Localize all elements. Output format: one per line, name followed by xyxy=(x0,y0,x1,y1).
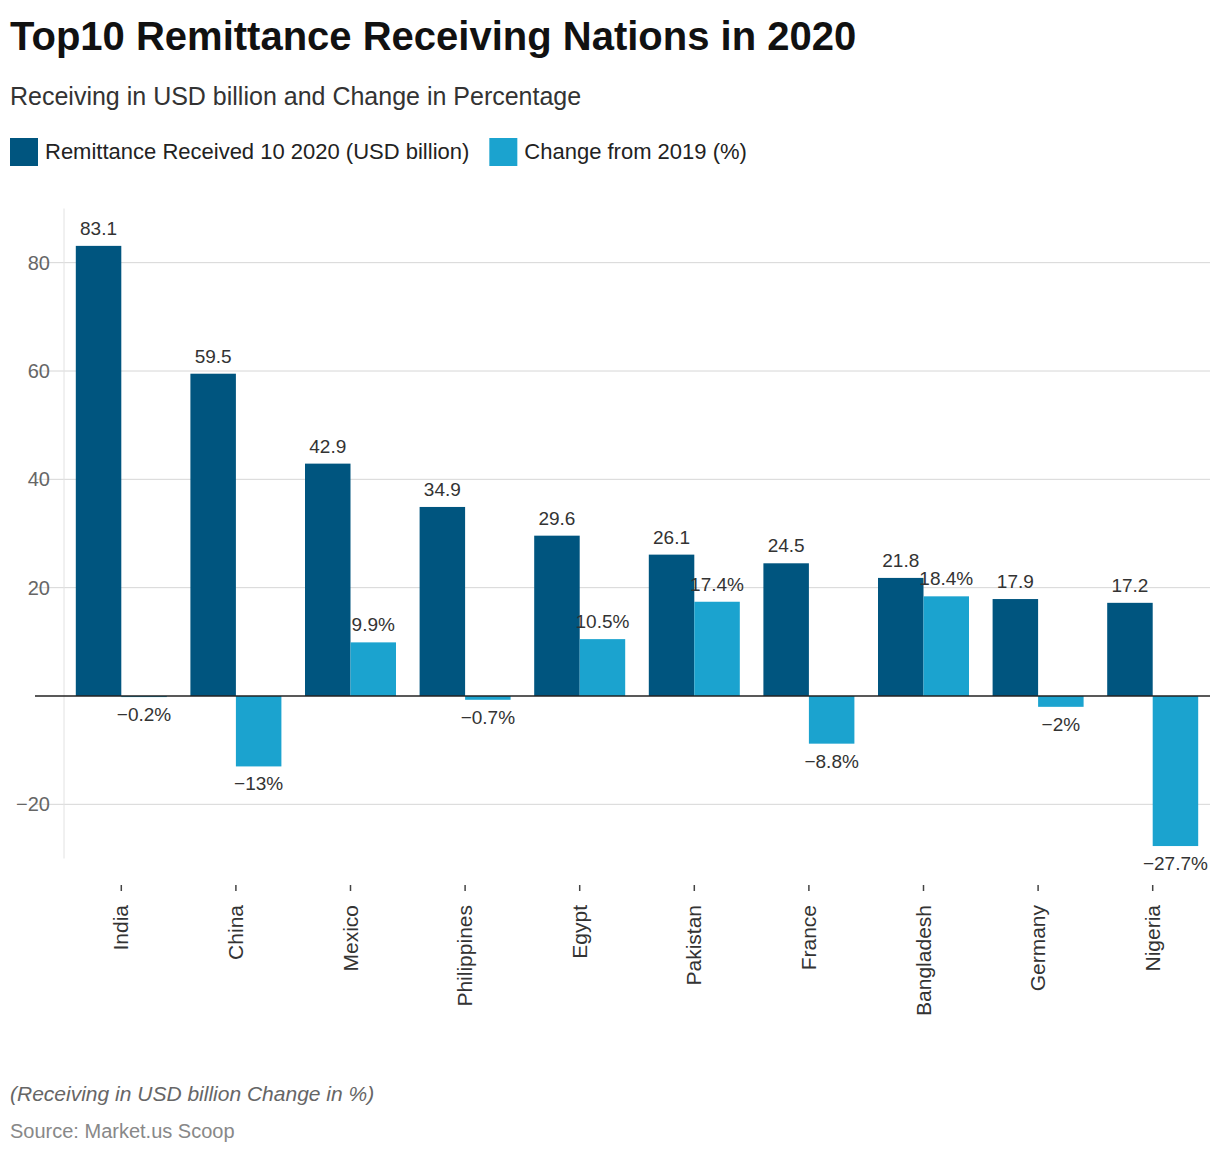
x-tick xyxy=(350,885,352,891)
x-tick-label: Pakistan xyxy=(682,905,705,986)
x-tick xyxy=(923,885,925,891)
y-tick-label: 60 xyxy=(28,360,50,382)
data-label: 29.6 xyxy=(538,508,575,529)
bar xyxy=(534,536,580,696)
x-tick xyxy=(579,885,581,891)
bar xyxy=(1107,603,1153,696)
x-tick xyxy=(235,885,237,891)
data-label: −8.8% xyxy=(804,751,859,772)
bar xyxy=(76,246,122,696)
data-label: 17.4% xyxy=(690,574,744,595)
bar xyxy=(1153,696,1199,846)
legend-label: Remittance Received 10 2020 (USD billion… xyxy=(45,139,469,164)
grid-line xyxy=(35,804,1210,805)
x-tick-label: Egypt xyxy=(568,905,591,959)
data-label: −2% xyxy=(1042,714,1081,735)
bar xyxy=(580,639,626,696)
data-label: 59.5 xyxy=(195,346,232,367)
x-tick-label: India xyxy=(109,905,132,951)
x-tick xyxy=(694,885,696,891)
data-label: 10.5% xyxy=(576,611,630,632)
x-tick-label: Germany xyxy=(1026,905,1049,992)
data-label: 83.1 xyxy=(80,218,117,239)
data-labels: 83.1 59.5 42.9 34.9 29.6 26.1 24.5 21.8 17.9 17.2… xyxy=(80,218,1208,874)
note: (Receiving in USD billion Change in %) xyxy=(10,1082,374,1105)
x-tick-label: Nigeria xyxy=(1141,905,1164,972)
bar xyxy=(190,374,236,696)
data-label: 17.9 xyxy=(997,571,1034,592)
data-label: −0.2% xyxy=(117,704,172,725)
x-tick-label: China xyxy=(224,905,247,960)
data-label: 21.8 xyxy=(882,550,919,571)
data-label: −0.7% xyxy=(461,707,516,728)
x-tick xyxy=(464,885,466,891)
bar xyxy=(763,563,809,696)
bar xyxy=(420,507,466,696)
legend-swatch xyxy=(10,138,38,166)
y-tick-label: 80 xyxy=(28,252,50,274)
x-tick-label: France xyxy=(797,905,820,970)
zero-line xyxy=(35,695,1210,697)
bar xyxy=(694,602,740,696)
bar xyxy=(878,578,924,696)
y-axis-line xyxy=(64,209,65,859)
data-label: 34.9 xyxy=(424,479,461,500)
y-tick-label: 20 xyxy=(28,577,50,599)
legend-label: Change from 2019 (%) xyxy=(524,139,747,164)
x-tick-label: Mexico xyxy=(339,905,362,972)
data-label: −27.7% xyxy=(1143,853,1208,874)
title: Top10 Remittance Receiving Nations in 20… xyxy=(10,14,856,58)
x-tick-label: Bangladesh xyxy=(912,905,935,1016)
data-label: −13% xyxy=(234,773,283,794)
bars xyxy=(76,246,1198,846)
y-tick-label: 40 xyxy=(28,468,50,490)
bar xyxy=(236,696,282,766)
data-label: 18.4% xyxy=(919,568,973,589)
x-tick xyxy=(121,885,123,891)
bar xyxy=(809,696,855,744)
bar xyxy=(649,555,695,696)
bar xyxy=(351,642,397,696)
bar xyxy=(1038,696,1084,707)
data-label: 26.1 xyxy=(653,527,690,548)
source: Source: Market.us Scoop xyxy=(10,1120,235,1142)
data-label: 9.9% xyxy=(352,614,395,635)
data-label: 42.9 xyxy=(309,436,346,457)
y-tick-label: −20 xyxy=(16,793,50,815)
chart: Top10 Remittance Receiving Nations in 20… xyxy=(0,0,1220,1154)
x-tick xyxy=(808,885,810,891)
bar xyxy=(924,596,970,696)
data-label: 17.2 xyxy=(1111,575,1148,596)
x-tick xyxy=(1037,885,1039,891)
bar xyxy=(993,599,1039,696)
x-tick-label: Philippines xyxy=(453,905,476,1007)
grid-line xyxy=(35,371,1210,372)
x-tick xyxy=(1152,885,1154,891)
legend-swatch xyxy=(489,138,517,166)
subtitle: Receiving in USD billion and Change in P… xyxy=(10,82,581,110)
grid-line xyxy=(35,262,1210,263)
bar xyxy=(305,464,351,696)
data-label: 24.5 xyxy=(768,535,805,556)
